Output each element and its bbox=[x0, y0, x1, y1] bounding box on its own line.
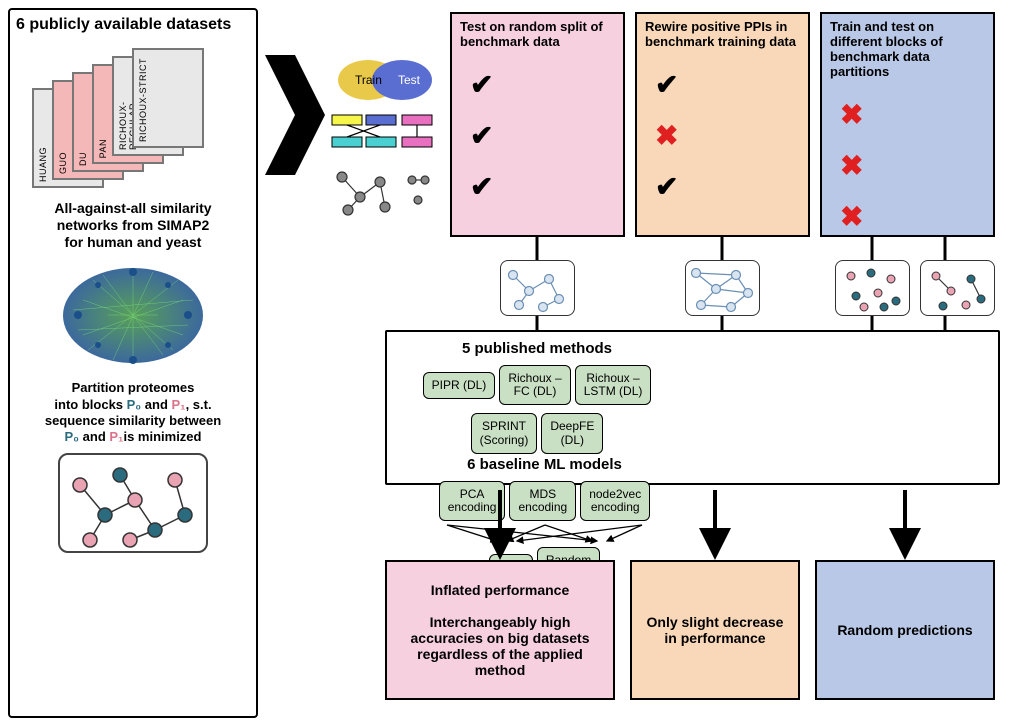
result-pink-text: Inflated performance Interchangeably hig… bbox=[399, 582, 601, 678]
diagram-root: 6 publicly available datasets HUANGGUODU… bbox=[0, 0, 1009, 725]
result-panel-orange: Only slight decrease in performance bbox=[630, 560, 800, 700]
result-blue-text: Random predictions bbox=[837, 622, 972, 638]
result-panel-blue: Random predictions bbox=[815, 560, 995, 700]
result-orange-text: Only slight decrease in performance bbox=[644, 614, 786, 646]
result-panel-pink: Inflated performance Interchangeably hig… bbox=[385, 560, 615, 700]
